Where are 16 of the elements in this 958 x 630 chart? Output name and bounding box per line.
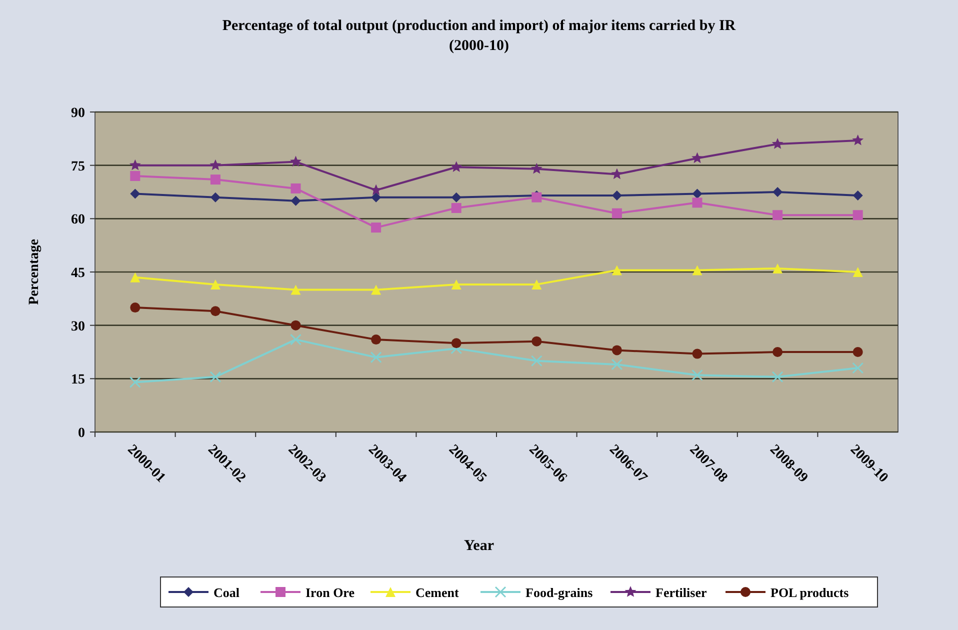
- chart-title: Percentage of total output (production and import) of major items carried by IR (2000-10): [222, 18, 736, 54]
- legend-label: Coal: [214, 585, 240, 600]
- y-tick-label: 0: [78, 426, 85, 441]
- legend-label: Food-grains: [526, 585, 593, 600]
- legend-label: Cement: [416, 585, 460, 600]
- x-axis-title: Year: [464, 538, 494, 554]
- y-tick-label: 60: [71, 212, 85, 228]
- legend-label: POL products: [770, 585, 849, 600]
- y-tick-label: 15: [71, 372, 85, 388]
- legend-label: Iron Ore: [306, 585, 355, 600]
- y-axis-title: Percentage: [27, 239, 42, 305]
- y-tick-label: 45: [71, 266, 85, 281]
- y-tick-label: 90: [71, 106, 85, 121]
- y-tick-label: 30: [71, 319, 85, 334]
- legend-label: Fertiliser: [656, 585, 707, 600]
- y-tick-label: 75: [71, 159, 85, 174]
